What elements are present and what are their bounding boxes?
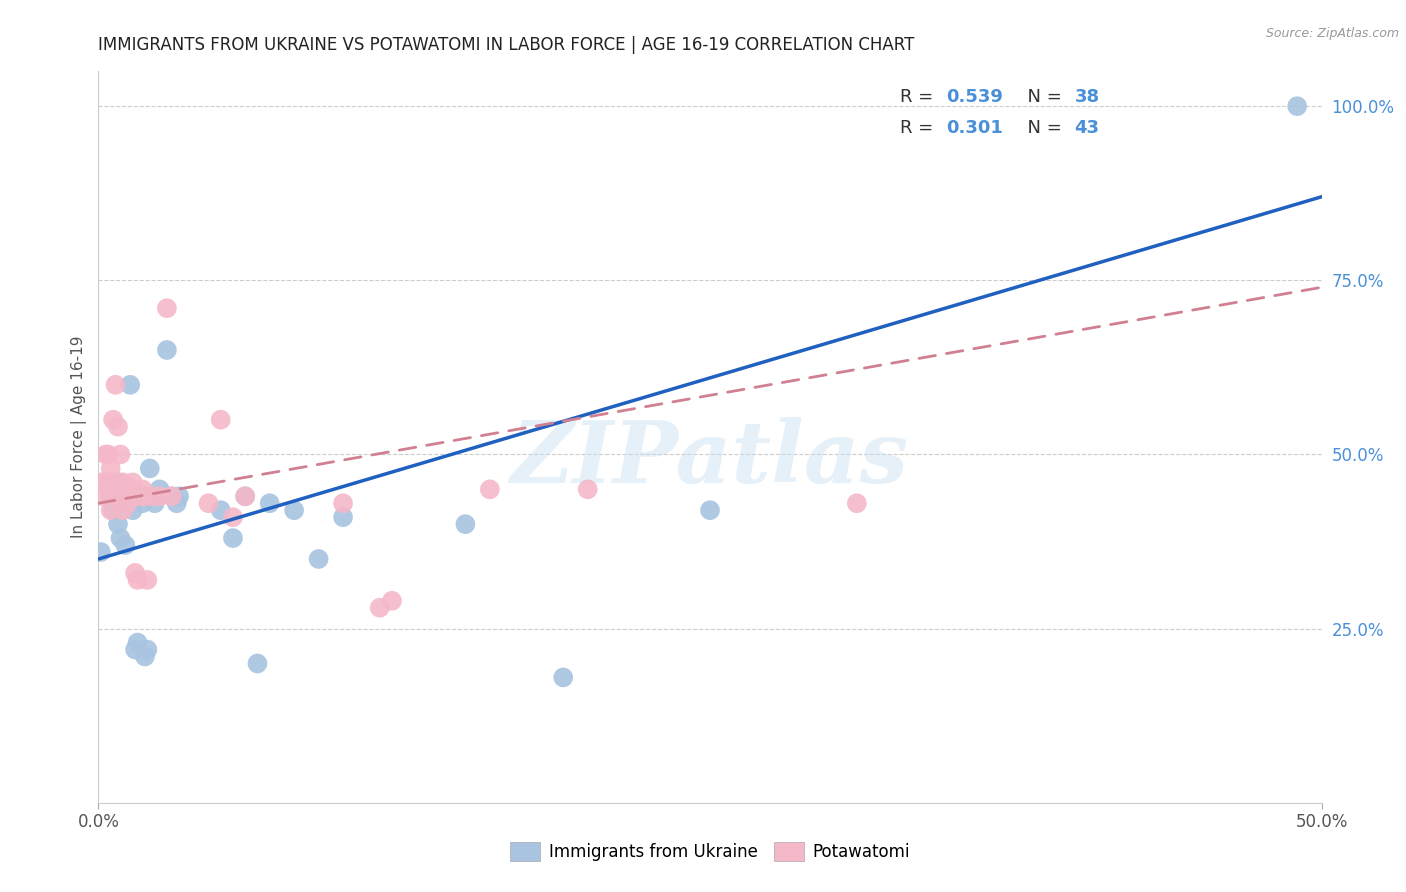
Point — [100, 483, 122, 497]
Point — [124, 642, 146, 657]
Point — [149, 489, 172, 503]
Point — [233, 489, 256, 503]
Point — [104, 496, 127, 510]
Y-axis label: In Labor Force | Age 16-19: In Labor Force | Age 16-19 — [72, 335, 87, 539]
Point — [110, 448, 132, 462]
Point — [233, 489, 256, 503]
Point — [699, 503, 721, 517]
Point — [121, 503, 143, 517]
Point — [120, 483, 142, 497]
Point — [114, 538, 136, 552]
Point — [97, 475, 120, 490]
Text: N =: N = — [1015, 120, 1067, 137]
Text: 38: 38 — [1074, 88, 1099, 106]
Point — [117, 489, 139, 503]
Legend: Immigrants from Ukraine, Potawatomi: Immigrants from Ukraine, Potawatomi — [503, 835, 917, 868]
Point — [111, 475, 134, 490]
Point — [222, 510, 245, 524]
Point — [454, 517, 477, 532]
Point — [1286, 99, 1309, 113]
Point — [845, 496, 868, 510]
Point — [160, 489, 183, 503]
Point — [156, 301, 179, 316]
Point — [166, 496, 188, 510]
Text: Source: ZipAtlas.com: Source: ZipAtlas.com — [1265, 27, 1399, 40]
Point — [553, 670, 575, 684]
Point — [124, 566, 146, 580]
Point — [246, 657, 269, 671]
Text: R =: R = — [900, 120, 939, 137]
Point — [114, 489, 136, 503]
Text: 0.539: 0.539 — [946, 88, 1002, 106]
Point — [127, 573, 149, 587]
Point — [136, 573, 159, 587]
Text: N =: N = — [1015, 88, 1067, 106]
Point — [332, 496, 354, 510]
Point — [222, 531, 245, 545]
Text: 43: 43 — [1074, 120, 1099, 137]
Point — [156, 343, 179, 357]
Point — [136, 642, 159, 657]
Point — [127, 635, 149, 649]
Point — [110, 489, 132, 503]
Point — [121, 475, 143, 490]
Point — [101, 475, 124, 490]
Point — [104, 377, 127, 392]
Point — [129, 489, 152, 503]
Point — [308, 552, 330, 566]
Text: ZIPatlas: ZIPatlas — [510, 417, 910, 500]
Text: R =: R = — [900, 88, 939, 106]
Point — [107, 475, 129, 490]
Point — [259, 496, 281, 510]
Point — [149, 483, 172, 497]
Point — [478, 483, 501, 497]
Point — [107, 517, 129, 532]
Point — [209, 412, 232, 426]
Point — [197, 496, 219, 510]
Point — [111, 483, 134, 497]
Point — [381, 594, 404, 608]
Point — [110, 531, 132, 545]
Point — [134, 489, 156, 503]
Point — [131, 496, 153, 510]
Point — [160, 489, 183, 503]
Point — [283, 503, 305, 517]
Text: 0.301: 0.301 — [946, 120, 1002, 137]
Point — [129, 489, 152, 503]
Point — [141, 489, 163, 503]
Point — [131, 483, 153, 497]
Point — [97, 448, 120, 462]
Point — [100, 489, 122, 503]
Point — [368, 600, 391, 615]
Point — [143, 496, 166, 510]
Point — [101, 412, 124, 426]
Point — [90, 545, 112, 559]
Point — [117, 496, 139, 510]
Point — [90, 475, 112, 490]
Point — [100, 461, 122, 475]
Point — [107, 419, 129, 434]
Point — [209, 503, 232, 517]
Point — [94, 448, 117, 462]
Point — [104, 489, 127, 503]
Text: IMMIGRANTS FROM UKRAINE VS POTAWATOMI IN LABOR FORCE | AGE 16-19 CORRELATION CHA: IMMIGRANTS FROM UKRAINE VS POTAWATOMI IN… — [98, 36, 915, 54]
Point — [101, 503, 124, 517]
Point — [332, 510, 354, 524]
Point — [107, 475, 129, 490]
Point — [576, 483, 599, 497]
Point — [100, 503, 122, 517]
Point — [141, 489, 163, 503]
Point — [134, 649, 156, 664]
Point — [94, 475, 117, 490]
Point — [111, 503, 134, 517]
Point — [91, 489, 114, 503]
Point — [139, 461, 162, 475]
Point — [167, 489, 190, 503]
Point — [120, 377, 142, 392]
